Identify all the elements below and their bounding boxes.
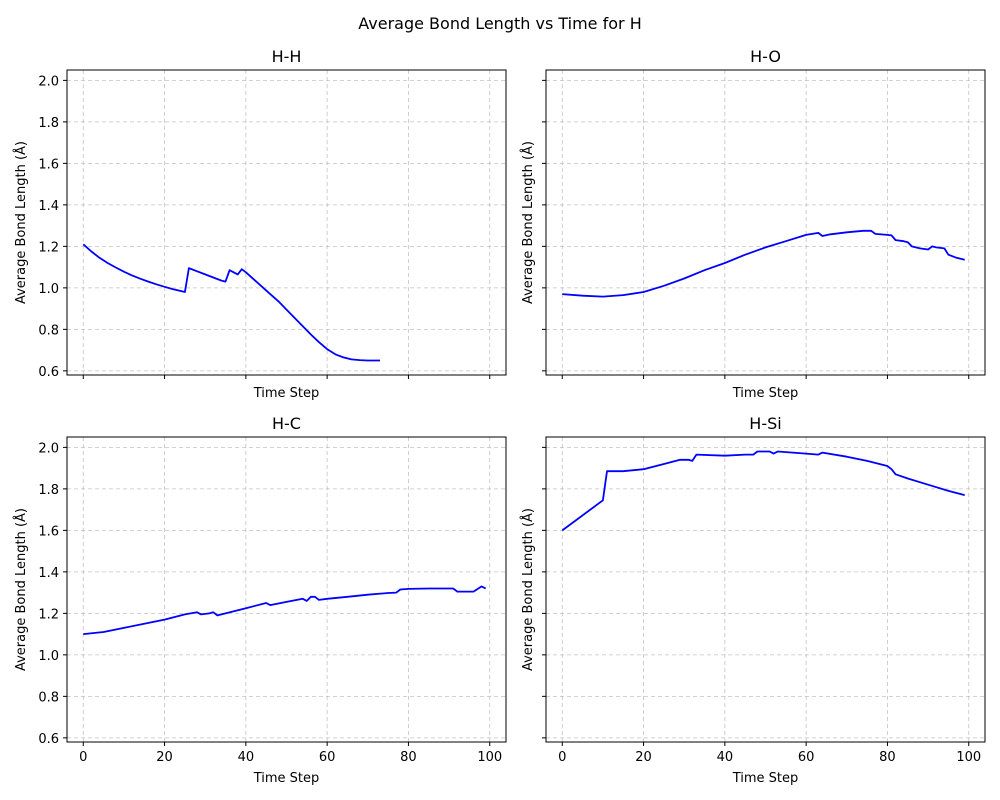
x-tick-label: 60 <box>798 750 815 765</box>
y-tick-label: 1.6 <box>38 157 59 172</box>
subplot-title: H-O <box>750 47 781 66</box>
y-tick-label: 2.0 <box>38 441 59 456</box>
series-line <box>82 243 380 362</box>
subplot-grid: 0.6 0.8 1.0 1.2 1.4 1.6 1.8 2.0 H-H Time Step Aver… <box>13 47 986 786</box>
figure-title: Average Bond Length vs Time for H <box>358 14 641 33</box>
y-tick-label: 1.4 <box>38 566 59 581</box>
series-line <box>562 229 965 298</box>
y-tick-label: 0.6 <box>38 365 59 380</box>
y-axis-label: Average Bond Length (Å) <box>13 141 29 304</box>
y-tick-label: 1.4 <box>38 199 59 214</box>
y-tick-label: 1.2 <box>38 607 59 622</box>
plot-frame <box>545 69 986 376</box>
y-tick-label: 1.8 <box>38 483 59 498</box>
x-axis-label: Time Step <box>732 386 799 401</box>
y-axis-label: Average Bond Length (Å) <box>520 141 536 304</box>
x-tick-label: 60 <box>319 750 336 765</box>
y-tick-label: 0.6 <box>38 732 59 747</box>
plot-frame <box>545 436 986 743</box>
subplot-title: H-Si <box>749 414 781 433</box>
y-axis-label: Average Bond Length (Å) <box>520 508 536 671</box>
y-tick-label: 1.6 <box>38 524 59 539</box>
subplot-title: H-H <box>272 47 302 66</box>
plot-frame <box>66 436 507 743</box>
x-tick-label: 80 <box>879 750 896 765</box>
x-axis-label: Time Step <box>253 771 320 786</box>
subplot-title: H-C <box>272 414 301 433</box>
x-tick-label: 100 <box>477 750 502 765</box>
x-tick-label: 40 <box>238 750 255 765</box>
y-tick-label: 1.0 <box>38 649 59 664</box>
x-tick-label: 0 <box>558 750 566 765</box>
subplot-h-o: H-O Time Step Average Bond Length (Å) <box>520 47 986 401</box>
x-axis-label: Time Step <box>732 771 799 786</box>
y-tick-label: 0.8 <box>38 323 59 338</box>
y-tick-label: 1.0 <box>38 282 59 297</box>
x-tick-label: 80 <box>400 750 417 765</box>
y-axis-label: Average Bond Length (Å) <box>13 508 29 671</box>
y-tick-label: 1.2 <box>38 240 59 255</box>
x-tick-label: 20 <box>635 750 652 765</box>
y-tick-label: 1.8 <box>38 116 59 131</box>
subplot-h-c: 0 20 40 60 80 100 0.6 0.8 1.0 1.2 1.4 1.6 1.8 2.0 H-C T… <box>13 414 507 786</box>
subplot-h-si: 0 20 40 60 80 100 H-Si Time Step Average Bond Le… <box>520 414 986 786</box>
series-line <box>83 585 487 635</box>
x-tick-label: 20 <box>156 750 173 765</box>
y-tick-label: 0.8 <box>38 690 59 705</box>
y-tick-label: 2.0 <box>38 74 59 89</box>
subplot-h-h: 0.6 0.8 1.0 1.2 1.4 1.6 1.8 2.0 H-H Time Step Aver… <box>13 47 507 401</box>
x-axis-label: Time Step <box>253 386 320 401</box>
x-tick-label: 40 <box>717 750 734 765</box>
plot-frame <box>66 69 507 376</box>
x-tick-label: 100 <box>956 750 981 765</box>
series-line <box>561 450 965 532</box>
x-tick-label: 0 <box>79 750 87 765</box>
